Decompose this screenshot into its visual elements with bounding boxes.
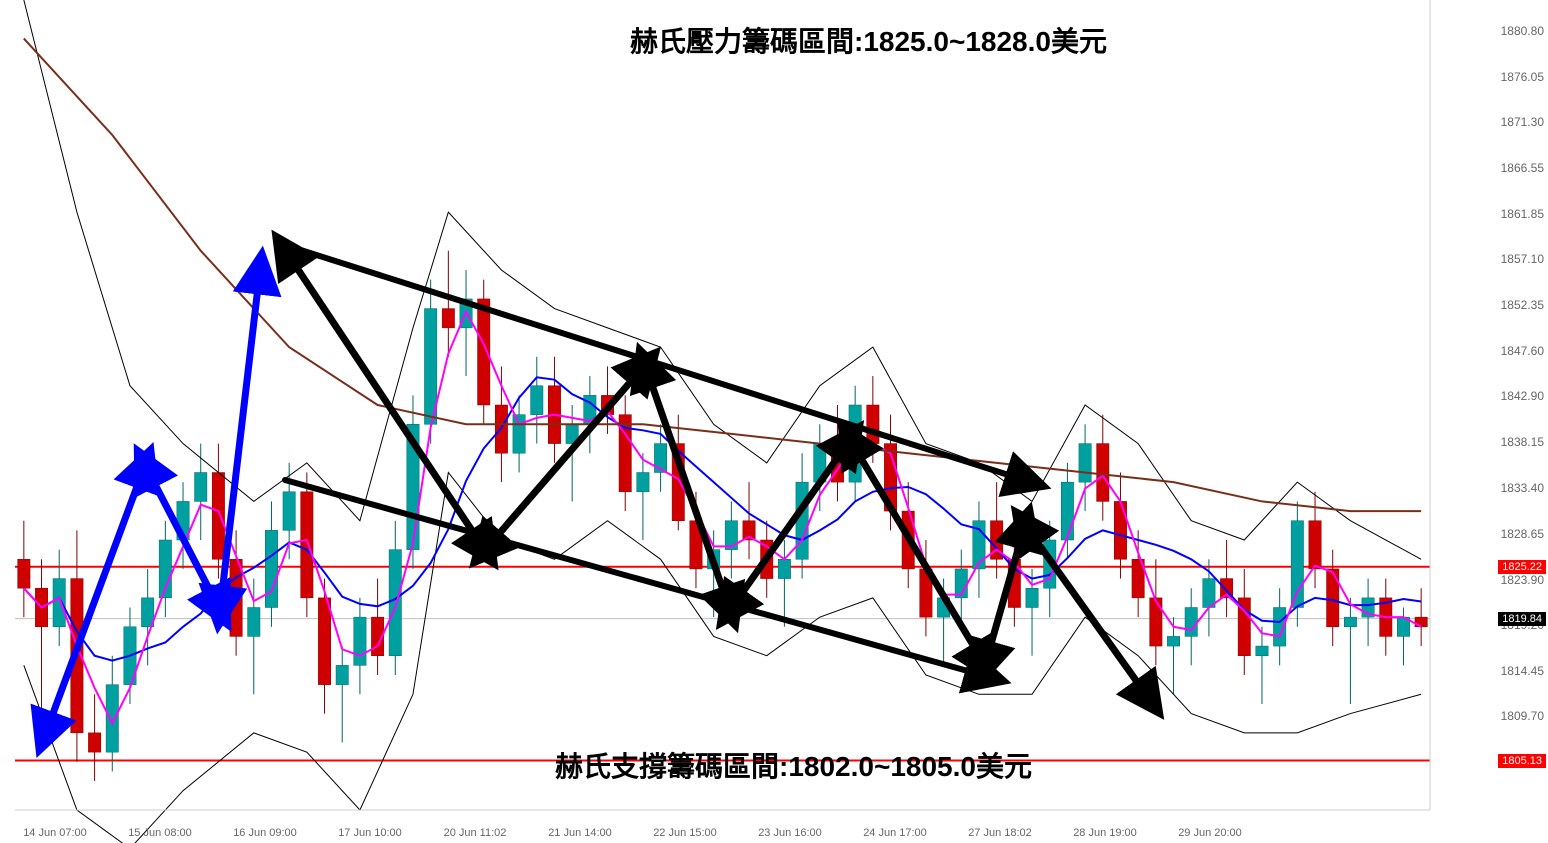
y-tick-label: 1866.55 (1501, 161, 1544, 175)
x-tick-label: 15 Jun 08:00 (128, 827, 192, 839)
moving-averages (24, 0, 1421, 843)
chart-container: 1880.80 1876.05 1871.30 1866.55 1861.85 1857.… (0, 0, 1548, 843)
x-tick-label: 22 Jun 15:00 (653, 827, 717, 839)
x-tick-label: 21 Jun 14:00 (548, 827, 612, 839)
x-tick-label: 29 Jun 20:00 (1178, 827, 1242, 839)
price-marker: 1819.84 (1498, 612, 1546, 626)
x-tick-label: 14 Jun 07:00 (23, 827, 87, 839)
y-tick-label: 1809.70 (1501, 709, 1544, 723)
annotation-text: 赫氏支撐籌碼區間:1802.0~1805.0美元 (555, 745, 1032, 785)
price-marker: 1825.22 (1498, 560, 1546, 574)
y-tick-label: 1861.85 (1501, 207, 1544, 221)
y-tick-label: 1838.15 (1501, 435, 1544, 449)
x-tick-label: 28 Jun 19:00 (1073, 827, 1137, 839)
y-tick-label: 1857.10 (1501, 252, 1544, 266)
x-tick-label: 17 Jun 10:00 (338, 827, 402, 839)
y-tick-label: 1828.65 (1501, 527, 1544, 541)
y-tick-label: 1871.30 (1501, 115, 1544, 129)
y-tick-label: 1833.40 (1501, 481, 1544, 495)
x-tick-label: 24 Jun 17:00 (863, 827, 927, 839)
annotation-text: 赫氏壓力籌碼區間:1825.0~1828.0美元 (630, 20, 1107, 60)
x-tick-label: 20 Jun 11:02 (444, 827, 507, 839)
x-tick-label: 23 Jun 16:00 (758, 827, 822, 839)
y-tick-label: 1823.90 (1501, 573, 1544, 587)
price-marker: 1805.13 (1498, 754, 1546, 768)
y-tick-label: 1814.45 (1501, 664, 1544, 678)
y-tick-label: 1876.05 (1501, 70, 1544, 84)
trend-arrows (45, 245, 1150, 735)
y-tick-label: 1852.35 (1501, 298, 1544, 312)
y-tick-label: 1847.60 (1501, 344, 1544, 358)
y-tick-label: 1880.80 (1501, 24, 1544, 38)
x-tick-label: 27 Jun 18:02 (968, 827, 1032, 839)
y-tick-label: 1842.90 (1501, 389, 1544, 403)
chart-svg[interactable] (0, 0, 1548, 843)
x-tick-label: 16 Jun 09:00 (233, 827, 297, 839)
